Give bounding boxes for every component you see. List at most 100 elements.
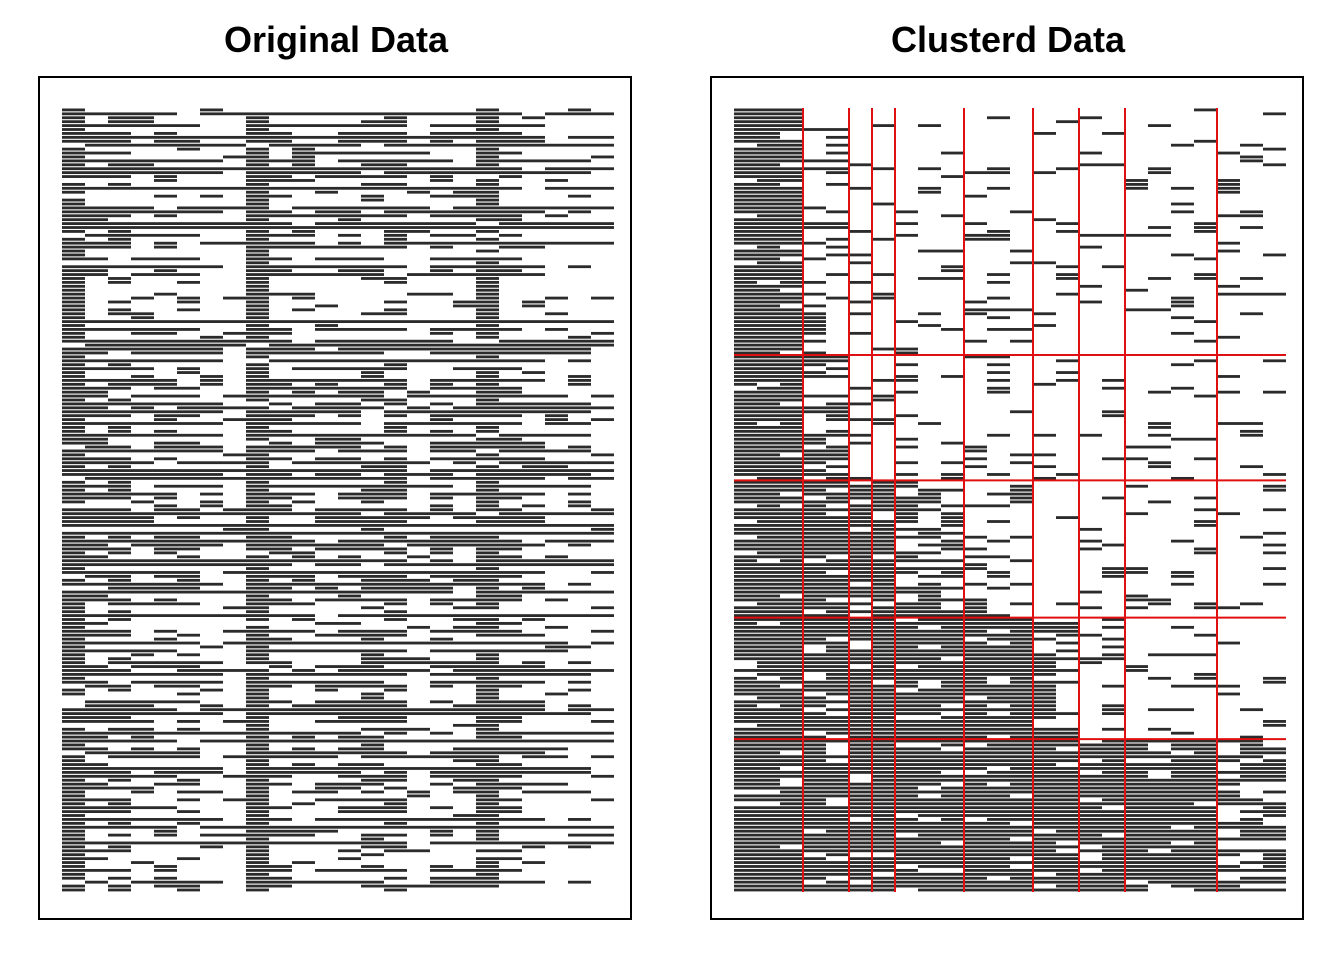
heatmap-cell-run: [292, 861, 315, 864]
heatmap-cell-run: [315, 222, 476, 225]
heatmap-cell-run: [62, 688, 85, 692]
heatmap-cell-run: [964, 841, 1056, 845]
heatmap-cell-run: [361, 778, 407, 782]
heatmap-cell-run: [476, 586, 499, 590]
heatmap-cell-run: [430, 496, 453, 500]
heatmap-cell-run: [1125, 606, 1148, 610]
heatmap-cell-run: [1148, 465, 1171, 469]
heatmap-cell-run: [62, 657, 85, 661]
heatmap-cell-run: [108, 312, 154, 316]
heatmap-cell-run: [849, 876, 987, 880]
heatmap-cell-run: [734, 767, 780, 770]
heatmap-cell-run: [200, 335, 223, 339]
heatmap-cell-run: [62, 124, 200, 127]
heatmap-cell-run: [292, 461, 430, 465]
heatmap-cell-run: [734, 233, 803, 237]
heatmap-cell-run: [338, 594, 361, 598]
heatmap-cell-run: [430, 124, 545, 127]
heatmap-cell-run: [384, 563, 614, 567]
heatmap-cell-run: [384, 786, 407, 790]
heatmap-cell-run: [734, 473, 849, 476]
heatmap-cell-run: [384, 402, 407, 406]
heatmap-cell-run: [62, 214, 131, 218]
heatmap-cell-run: [154, 782, 200, 786]
heatmap-cell-run: [177, 798, 200, 802]
heatmap-cell-run: [108, 727, 154, 731]
heatmap-cell-run: [918, 124, 941, 127]
heatmap-cell-run: [734, 806, 1102, 810]
heatmap-cell-run: [1033, 837, 1286, 841]
heatmap-cell-run: [1194, 841, 1217, 845]
heatmap-cell-run: [246, 308, 269, 312]
heatmap-cell-run: [108, 586, 200, 590]
heatmap-cell-run: [62, 116, 85, 120]
heatmap-cell-run: [1079, 849, 1148, 853]
heatmap-cell-run: [1010, 712, 1079, 715]
heatmap-cell-run: [200, 241, 315, 245]
heatmap-cell-run: [1102, 386, 1125, 390]
heatmap-cell-run: [1148, 500, 1171, 504]
heatmap-cell-run: [476, 488, 499, 492]
heatmap-cell-run: [292, 163, 315, 167]
heatmap-cell-run: [476, 484, 591, 488]
heatmap-cell-run: [246, 233, 315, 237]
heatmap-cell-run: [223, 155, 269, 159]
heatmap-cell-run: [1194, 277, 1217, 280]
heatmap-cell-run: [62, 339, 292, 343]
heatmap-cell-run: [522, 661, 545, 665]
heatmap-cell-run: [1263, 163, 1286, 167]
heatmap-cell-run: [545, 312, 568, 316]
heatmap-cell-run: [62, 602, 85, 606]
heatmap-cell-run: [1056, 641, 1079, 645]
heatmap-cell-run: [62, 410, 223, 414]
heatmap-cell-run: [430, 257, 522, 261]
heatmap-cell-run: [476, 284, 499, 288]
heatmap-cell-run: [499, 233, 522, 237]
heatmap-cell-run: [338, 159, 453, 163]
heatmap-cell-run: [1010, 629, 1079, 633]
heatmap-cell-run: [177, 308, 200, 312]
heatmap-cell-run: [734, 292, 826, 296]
heatmap-cell-run: [338, 218, 361, 222]
heatmap-cell-run: [108, 465, 131, 469]
heatmap-cell-run: [246, 465, 269, 469]
heatmap-cell-run: [734, 759, 826, 763]
heatmap-cell-run: [430, 770, 591, 774]
heatmap-cell-run: [62, 222, 292, 225]
heatmap-cell-run: [476, 159, 591, 163]
heatmap-cell-run: [1263, 814, 1286, 817]
heatmap-cell-run: [361, 606, 384, 610]
heatmap-cell-run: [154, 245, 177, 249]
heatmap-cell-run: [246, 480, 269, 484]
heatmap-cell-run: [62, 484, 131, 488]
heatmap-cell-run: [154, 179, 177, 182]
heatmap-cell-run: [62, 394, 108, 398]
heatmap-cell-run: [1263, 551, 1286, 555]
heatmap-cell-run: [987, 571, 1010, 574]
heatmap-cell-run: [200, 704, 223, 708]
heatmap-cell-run: [269, 343, 614, 347]
heatmap-cell-run: [872, 124, 895, 127]
heatmap-cell-run: [591, 394, 614, 398]
heatmap-cell-run: [315, 818, 545, 821]
heatmap-cell-run: [62, 480, 85, 484]
heatmap-cell-run: [108, 888, 131, 892]
heatmap-cell-run: [246, 633, 269, 637]
heatmap-cell-run: [568, 265, 591, 269]
heatmap-cell-run: [62, 147, 85, 151]
heatmap-cell-run: [568, 476, 614, 480]
heatmap-cell-run: [1171, 143, 1194, 147]
heatmap-cell-run: [246, 445, 361, 449]
heatmap-cell-run: [62, 606, 85, 610]
heatmap-cell-run: [1171, 210, 1194, 214]
heatmap-cell-run: [568, 661, 591, 665]
heatmap-cell-run: [246, 280, 269, 284]
heatmap-cell-run: [476, 653, 499, 657]
heatmap-cell-run: [987, 167, 1010, 171]
heatmap-cell-run: [757, 143, 803, 147]
heatmap-cell-run: [177, 857, 200, 861]
heatmap-cell-run: [62, 190, 85, 194]
heatmap-cell-run: [62, 535, 85, 539]
heatmap-cell-run: [803, 453, 849, 457]
heatmap-cell-run: [430, 414, 522, 418]
